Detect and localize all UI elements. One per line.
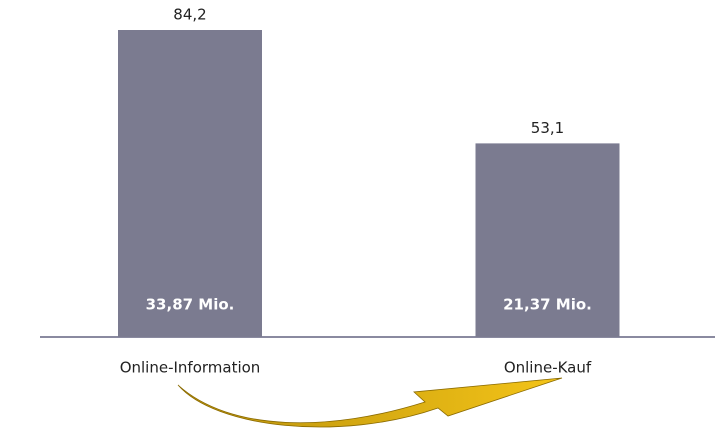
value-label: 84,2 [173,6,206,24]
value-label: 53,1 [531,119,564,137]
bar [118,30,262,337]
bar [475,143,620,337]
flow-arrow [177,377,563,428]
x-tick-label: Online-Information [120,359,261,377]
bar-annotation: 21,37 Mio. [503,296,592,314]
bar-annotation: 33,87 Mio. [146,296,235,314]
x-tick-label: Online-Kauf [504,359,592,377]
